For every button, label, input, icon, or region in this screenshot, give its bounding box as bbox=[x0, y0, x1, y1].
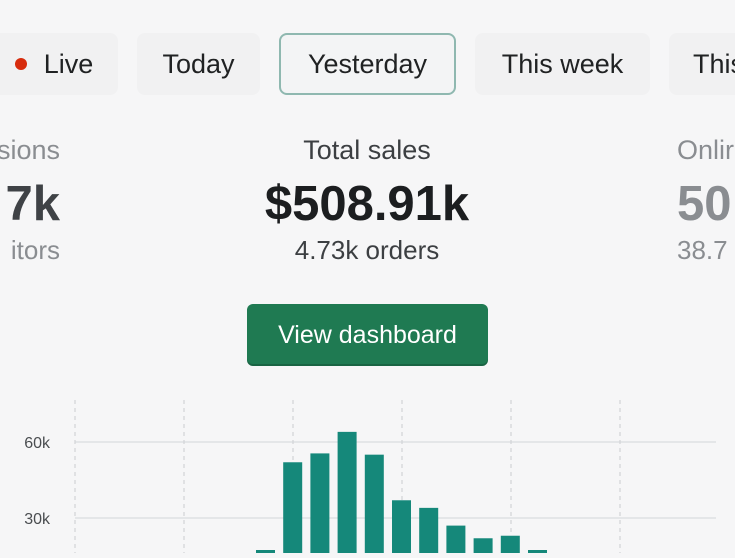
total-sales-label: Total sales bbox=[303, 135, 431, 165]
chart-bar[interactable] bbox=[392, 500, 411, 553]
chart-bar[interactable] bbox=[256, 550, 275, 553]
stat-sessions-sub: itors bbox=[10, 235, 60, 265]
tab-live[interactable]: Live bbox=[0, 33, 118, 95]
tab-this-week[interactable]: This week bbox=[475, 33, 650, 95]
y-tick-label: 30k bbox=[24, 511, 51, 528]
stat-online-sub: 38.7 bbox=[677, 235, 728, 265]
tab-today[interactable]: Today bbox=[137, 33, 260, 95]
view-dashboard-button[interactable]: View dashboard bbox=[247, 304, 488, 366]
sales-chart: 60k 30k bbox=[0, 395, 735, 553]
chart-bar[interactable] bbox=[473, 538, 493, 553]
view-dashboard-label: View dashboard bbox=[278, 320, 457, 349]
stat-online-label: Onlir bbox=[677, 135, 735, 165]
tab-this-week-label: This week bbox=[501, 48, 624, 79]
chart-bar[interactable] bbox=[337, 431, 357, 553]
tab-this-month-label: This bbox=[693, 48, 735, 79]
stat-sessions-value: 7k bbox=[5, 177, 60, 231]
chart-bar[interactable] bbox=[283, 462, 303, 553]
chart-bar[interactable] bbox=[500, 535, 520, 553]
tab-this-month[interactable]: This bbox=[669, 33, 735, 95]
total-orders: 4.73k orders bbox=[294, 235, 440, 265]
chart-bar[interactable] bbox=[364, 454, 384, 553]
stat-sessions: sions 7k itors bbox=[0, 135, 60, 266]
chart-bar[interactable] bbox=[310, 453, 330, 553]
chart-bar[interactable] bbox=[528, 550, 547, 553]
tab-today-label: Today bbox=[162, 48, 235, 79]
stat-total-sales: Total sales $508.91k 4.73k orders bbox=[217, 135, 517, 266]
stat-online-value: 50 bbox=[677, 177, 732, 231]
chart-bar[interactable] bbox=[419, 507, 439, 553]
live-dot-icon bbox=[14, 58, 27, 70]
stat-sessions-label: sions bbox=[0, 135, 60, 165]
tab-yesterday[interactable]: Yesterday bbox=[279, 33, 456, 95]
chart-bar[interactable] bbox=[446, 525, 466, 553]
period-tabs: Live Today Yesterday This week This bbox=[0, 0, 735, 110]
stat-online-store: Onlir 50 38.7 bbox=[677, 135, 734, 266]
tab-yesterday-label: Yesterday bbox=[307, 48, 428, 79]
sales-chart-svg: 60k 30k bbox=[24, 400, 716, 553]
tab-live-label: Live bbox=[43, 48, 94, 79]
y-tick-label: 60k bbox=[24, 435, 51, 452]
total-sales-value: $508.91k bbox=[264, 177, 470, 231]
